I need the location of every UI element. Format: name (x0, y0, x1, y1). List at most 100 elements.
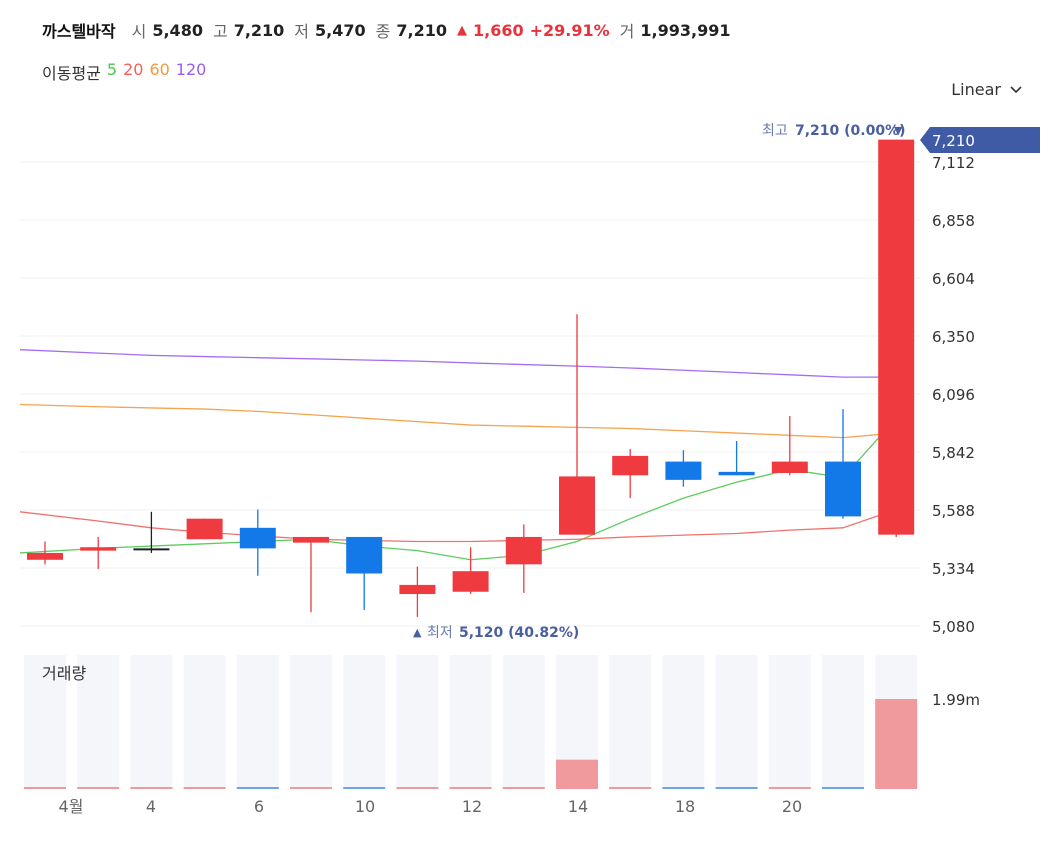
candle (293, 536, 329, 613)
candle-body (346, 536, 383, 574)
volume-bar (556, 759, 598, 789)
candle (133, 511, 170, 553)
ma-60-line (19, 403, 897, 439)
scale-select[interactable]: Linear (951, 80, 1023, 99)
triangle-up-icon: ▲ (413, 626, 422, 639)
y-tick-label: 6,096 (932, 386, 975, 404)
volume-bar (875, 699, 918, 789)
candle-body (399, 584, 436, 595)
moving-average-title: 이동평균 (42, 64, 101, 83)
x-tick-label: 10 (355, 797, 375, 816)
candle-body (239, 527, 276, 549)
candle-body (612, 455, 649, 476)
max-marker-value: 7,210 (0.00%) (795, 123, 906, 139)
volume-bar (502, 787, 545, 789)
stock-name: 까스텔바작 (42, 22, 116, 41)
candle (186, 518, 223, 540)
candle-body (878, 139, 915, 535)
candle (718, 441, 755, 476)
x-tick-label: 18 (675, 797, 695, 816)
volume-column-bg (449, 655, 492, 789)
volume-bar (822, 787, 864, 789)
high-price: 7,210 (233, 20, 285, 40)
candle-body (771, 461, 808, 474)
volume-bar (236, 787, 279, 789)
volume-bar (24, 787, 66, 789)
y-tick-label: 5,842 (932, 444, 975, 462)
volume-label: 거 (619, 22, 635, 41)
candle (505, 524, 542, 593)
y-tick-label: 5,588 (932, 502, 975, 520)
volume-title: 거래량 (42, 664, 86, 683)
open-label: 시 (131, 22, 147, 41)
volume-bar (449, 787, 492, 789)
volume-axis-label: 1.99m (932, 691, 980, 709)
candle (559, 314, 595, 535)
candle (80, 536, 117, 569)
high-label: 고 (212, 22, 228, 41)
scale-select-value: Linear (951, 80, 1001, 99)
y-tick-label: 6,604 (932, 270, 975, 288)
candle (452, 547, 489, 595)
current-price-tag (920, 127, 1040, 153)
close-price: 7,210 (396, 20, 447, 40)
triangle-up-icon: ▲ (456, 22, 467, 38)
candle (239, 509, 276, 576)
candle (878, 139, 915, 537)
volume-column-bg (24, 655, 66, 789)
volume-bar (662, 787, 705, 789)
y-tick-label: 6,350 (932, 328, 975, 346)
min-marker-value: 5,120 (40.82%) (459, 625, 579, 641)
candle-body (27, 552, 63, 560)
y-tick-label: 7,112 (932, 154, 975, 172)
volume-column-bg (343, 655, 386, 789)
volume-column-bg (715, 655, 758, 789)
ma-60-label: 60 (149, 60, 170, 79)
y-tick-label: 6,858 (932, 212, 975, 230)
close-label: 종 (375, 22, 391, 41)
candle-body (718, 471, 755, 476)
volume-column-bg (236, 655, 279, 789)
x-tick-label: 6 (254, 797, 264, 816)
chevron-down-icon (1010, 85, 1022, 93)
volume-column-bg (609, 655, 652, 789)
open-price: 5,480 (152, 20, 203, 40)
volume-column-bg (290, 655, 332, 789)
candle (771, 415, 808, 476)
volume-column-bg (396, 655, 439, 789)
volume-bar (343, 787, 386, 789)
volume-bar (768, 787, 811, 789)
candle-body (293, 536, 329, 543)
x-tick-label: 4 (146, 797, 156, 816)
volume-column-bg (662, 655, 705, 789)
min-marker-label: 최저 (427, 625, 453, 641)
candle (665, 450, 702, 487)
change-percent: +29.91% (529, 20, 610, 40)
candle-body (665, 461, 702, 480)
x-tick-label: 12 (462, 797, 482, 816)
x-tick-label: 4월 (59, 797, 84, 816)
volume-column-bg (130, 655, 173, 789)
candle (825, 409, 861, 519)
volume-column-bg (822, 655, 864, 789)
volume-column-bg (768, 655, 811, 789)
moving-average-legend[interactable]: 이동평균 5 20 60 120 (42, 60, 206, 84)
candle-body (559, 476, 595, 535)
ma-120-line (19, 349, 897, 378)
volume-column-bg (77, 655, 120, 789)
volume-bar (130, 787, 173, 789)
volume-bar (290, 787, 332, 789)
low-price: 5,470 (315, 20, 366, 40)
x-tick-label: 14 (568, 797, 588, 816)
stock-summary: 까스텔바작 시 5,480 고 7,210 저 5,470 종 7,210 ▲ … (42, 18, 734, 42)
candle-body (186, 518, 223, 540)
volume-bar (396, 787, 439, 789)
ma-5-label: 5 (106, 60, 118, 79)
triangle-down-icon: ▼ (894, 124, 903, 137)
volume-bar (77, 787, 120, 789)
ma-120-label: 120 (175, 60, 207, 79)
change-value: 1,660 (472, 20, 524, 40)
candle-body (80, 547, 117, 551)
low-label: 저 (294, 22, 310, 41)
